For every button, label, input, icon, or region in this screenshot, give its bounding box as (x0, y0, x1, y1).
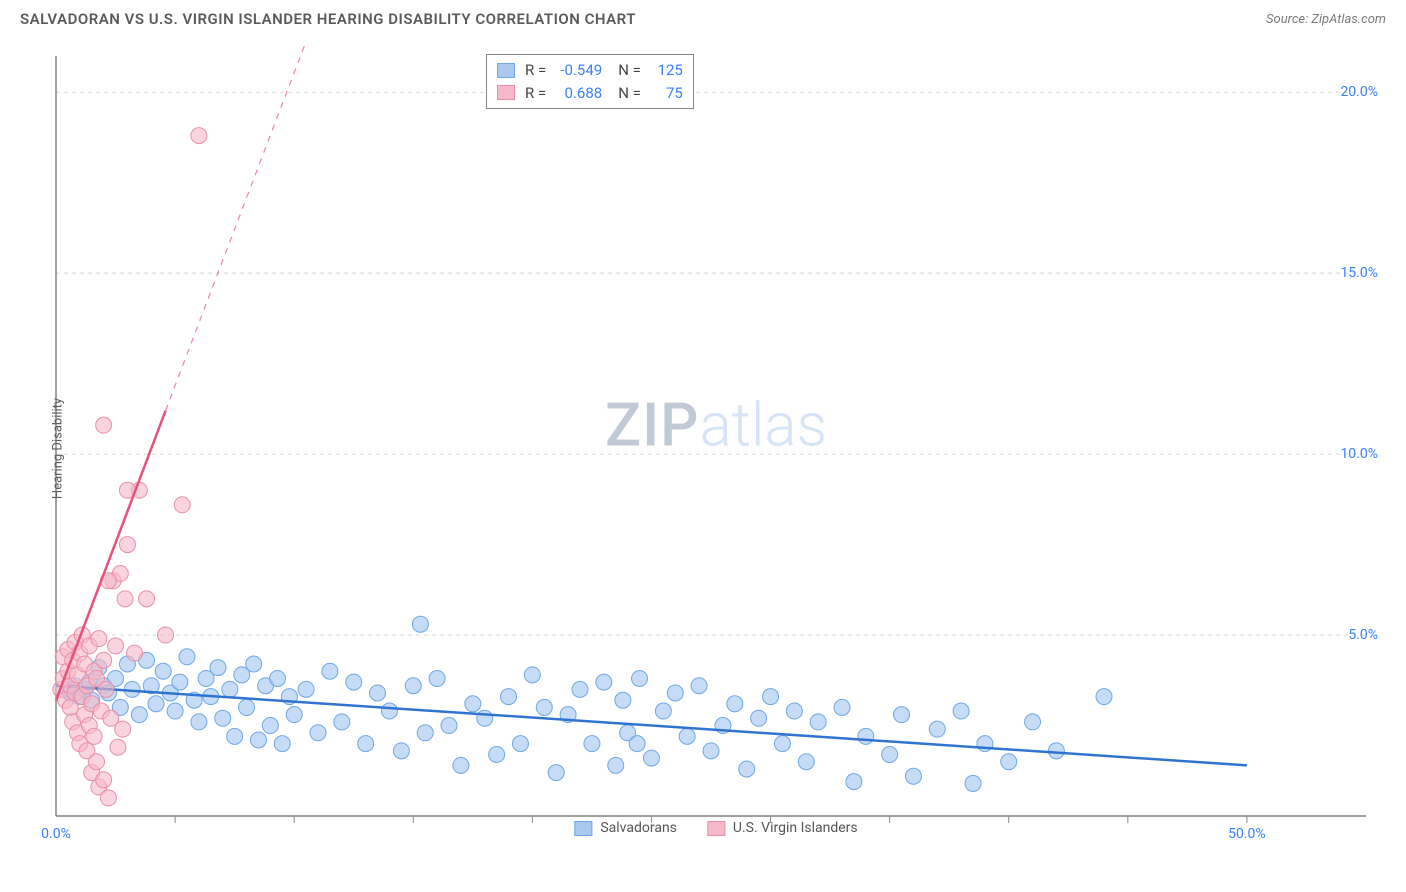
series-swatch (497, 85, 515, 100)
chart-title: SALVADORAN VS U.S. VIRGIN ISLANDER HEARI… (20, 10, 636, 28)
legend-item: Salvadorans (574, 820, 677, 836)
r-value: -0.549 (552, 59, 602, 82)
series-legend: Salvadorans U.S. Virgin Islanders (574, 820, 857, 836)
chart-source: Source: ZipAtlas.com (1266, 12, 1386, 27)
y-tick-label: 20.0% (1340, 84, 1378, 100)
chart-area: Hearing Disability ZIPatlas R =-0.549N =… (46, 46, 1386, 836)
n-value: 125 (647, 59, 683, 82)
r-label: R = (525, 82, 546, 105)
r-value: 0.688 (552, 82, 602, 105)
scatter-plot (46, 46, 1386, 836)
stats-row: R = 0.688 N = 75 (497, 82, 683, 105)
x-tick-label: 50.0% (1228, 826, 1266, 842)
n-value: 75 (647, 82, 683, 105)
n-label: N = (618, 59, 641, 82)
correlation-stats-box: R = -0.549 N = 125 R = 0.688 N = 75 (486, 54, 694, 109)
legend-item: U.S. Virgin Islanders (707, 820, 858, 836)
legend-label: U.S. Virgin Islanders (733, 820, 858, 836)
y-tick-label: 15.0% (1340, 265, 1378, 281)
y-tick-label: 10.0% (1340, 446, 1378, 462)
n-label: N = (618, 82, 641, 105)
chart-header: SALVADORAN VS U.S. VIRGIN ISLANDER HEARI… (0, 0, 1406, 36)
x-tick-label: 0.0% (41, 826, 71, 842)
legend-label: Salvadorans (600, 820, 677, 836)
series-swatch (497, 63, 515, 78)
y-tick-label: 5.0% (1348, 627, 1378, 643)
series-swatch (574, 821, 592, 836)
series-swatch (707, 821, 725, 836)
stats-row: R = -0.549 N = 125 (497, 59, 683, 82)
r-label: R = (525, 59, 546, 82)
